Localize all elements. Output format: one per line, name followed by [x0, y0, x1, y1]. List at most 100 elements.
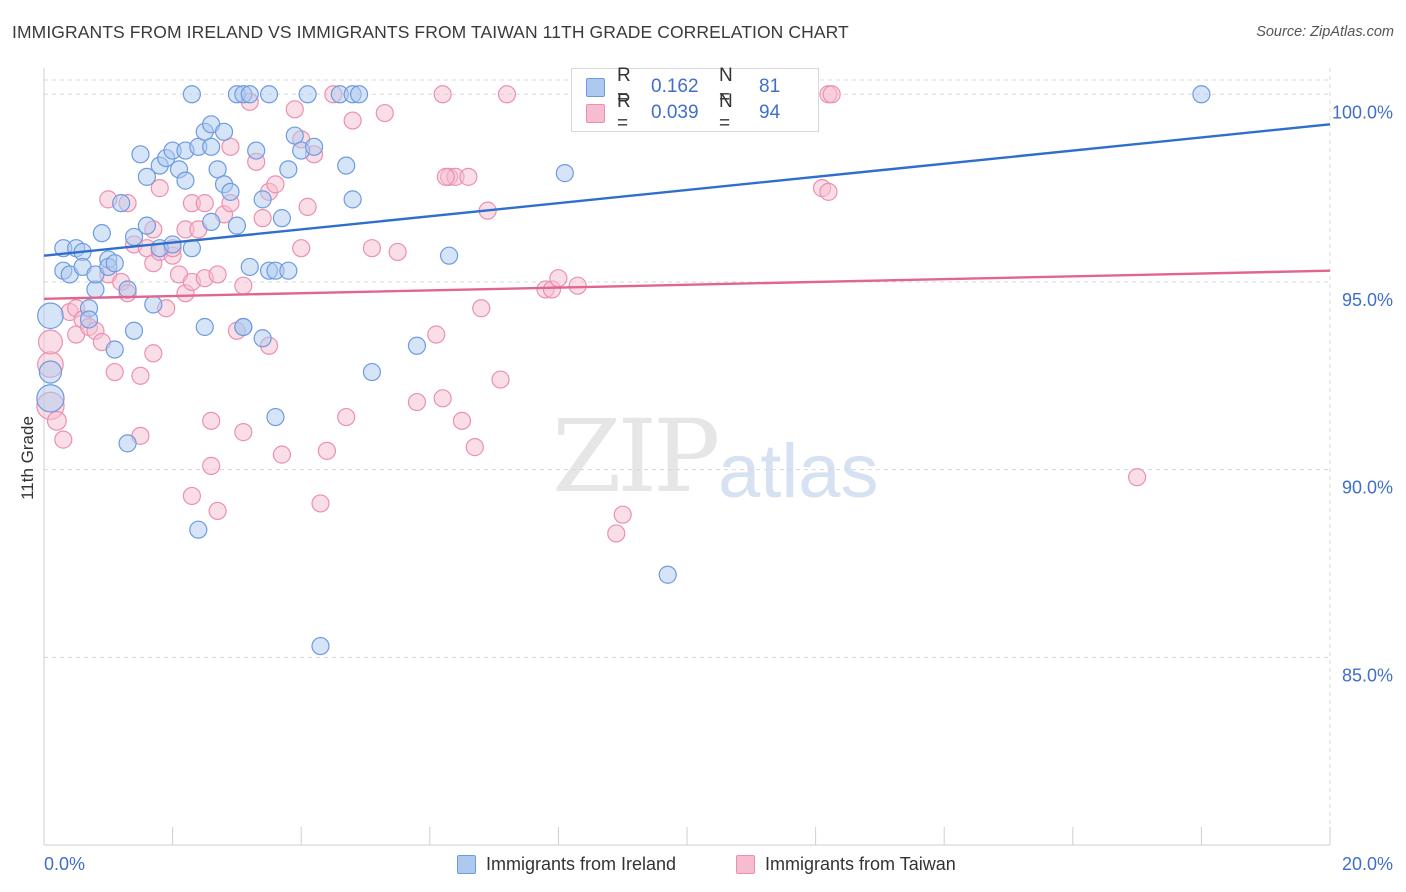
ireland-point	[182, 85, 201, 104]
ireland-point	[202, 137, 221, 156]
legend-item-ireland: Immigrants from Ireland	[457, 851, 676, 877]
ireland-point	[234, 317, 253, 337]
taiwan-point	[459, 167, 478, 186]
taiwan-point	[607, 524, 626, 543]
taiwan-point	[375, 103, 394, 123]
taiwan-point	[202, 411, 221, 430]
ireland-point	[266, 407, 285, 427]
ireland-point	[208, 160, 227, 179]
ireland-point	[362, 362, 382, 382]
legend-row-ireland: R = 0.162 N = 81	[586, 65, 780, 108]
ireland-point	[176, 171, 195, 190]
taiwan-point	[292, 239, 311, 258]
ireland-point	[221, 182, 240, 201]
taiwan-point	[317, 441, 337, 460]
ireland-point	[555, 164, 574, 183]
ireland-point	[298, 85, 317, 104]
ireland-point	[92, 224, 111, 243]
taiwan-point	[234, 276, 253, 295]
correlation-legend: R = 0.162 N = 81 R = 0.039 N = 94	[571, 65, 819, 134]
ireland-point	[253, 329, 272, 348]
ireland-point	[439, 246, 459, 265]
x-tick-label: 20.0%	[1342, 854, 1393, 874]
ireland-point	[279, 261, 298, 280]
taiwan-point	[465, 438, 484, 457]
ireland-point	[240, 257, 259, 277]
legend-swatch-taiwan	[586, 103, 605, 123]
ireland-point	[407, 336, 427, 355]
ireland-point	[227, 216, 246, 235]
taiwan-point	[1127, 468, 1147, 487]
taiwan-point	[388, 242, 407, 262]
ireland-point	[124, 321, 144, 340]
taiwan-point	[491, 370, 510, 389]
ireland-point	[349, 85, 369, 104]
legend-label-ireland: Immigrants from Ireland	[486, 853, 677, 874]
taiwan-point	[568, 276, 587, 295]
ireland-point	[137, 167, 156, 186]
y-tick-label: 100.0%	[1332, 102, 1393, 122]
ireland-point	[36, 384, 65, 413]
taiwan-point	[202, 456, 221, 475]
ireland-point	[105, 340, 124, 359]
taiwan-point	[362, 239, 382, 258]
legend-n-label: N =	[719, 91, 733, 134]
taiwan-point	[105, 362, 124, 382]
ireland-point	[343, 190, 362, 209]
legend-item-taiwan: Immigrants from Taiwan	[736, 851, 956, 877]
taiwan-point	[436, 167, 455, 186]
taiwan-point	[54, 430, 73, 449]
ireland-point	[195, 317, 214, 337]
legend-r-label: R =	[617, 91, 631, 134]
series-ireland-points	[36, 85, 1211, 656]
taiwan-point	[221, 137, 240, 156]
legend-label-taiwan: Immigrants from Taiwan	[765, 853, 956, 874]
ireland-point	[131, 145, 150, 164]
taiwan-point	[298, 197, 317, 216]
taiwan-point	[497, 85, 517, 104]
ireland-point	[105, 254, 124, 273]
taiwan-point	[407, 392, 427, 412]
taiwan-point	[37, 329, 63, 355]
taiwan-point	[433, 85, 452, 104]
taiwan-point	[272, 445, 292, 464]
watermark-zip: ZIP	[552, 398, 720, 515]
taiwan-point	[613, 505, 632, 524]
trend-line-ireland	[43, 123, 1331, 257]
ireland-point	[144, 295, 163, 314]
ireland-point	[118, 434, 137, 453]
ireland-point	[337, 156, 356, 175]
ireland-point	[285, 126, 304, 145]
y-tick-label: 85.0%	[1342, 665, 1393, 685]
taiwan-point	[182, 486, 201, 506]
ireland-point	[79, 310, 99, 329]
taiwan-point	[433, 389, 452, 408]
ireland-point	[1192, 85, 1211, 104]
taiwan-point	[234, 423, 253, 442]
taiwan-point	[311, 494, 330, 513]
chart-title: IMMIGRANTS FROM IRELAND VS IMMIGRANTS FR…	[12, 22, 849, 42]
ireland-point	[118, 280, 137, 299]
legend-n-value: 94	[759, 102, 781, 123]
taiwan-point	[819, 182, 838, 201]
ireland-point	[311, 636, 330, 656]
ireland-point	[163, 235, 182, 254]
tick-labels: 100.0% 95.0% 90.0% 85.0% 0.0% 20.0% 11th Grade	[18, 102, 1393, 874]
taiwan-point	[337, 407, 356, 427]
taiwan-point	[822, 85, 841, 104]
legend-swatch-ireland	[457, 854, 476, 874]
y-tick-label: 95.0%	[1342, 290, 1393, 310]
source-label: Source: ZipAtlas.com	[1256, 24, 1394, 40]
taiwan-point	[285, 100, 304, 119]
taiwan-point	[144, 344, 163, 363]
grid-lines	[44, 68, 1331, 845]
taiwan-point	[427, 325, 446, 344]
ireland-point	[253, 190, 272, 209]
trend-lines	[43, 123, 1331, 301]
ireland-point	[189, 520, 208, 539]
taiwan-point	[343, 111, 362, 130]
ireland-point	[247, 141, 266, 160]
taiwan-point	[150, 179, 169, 198]
taiwan-point	[253, 209, 272, 228]
